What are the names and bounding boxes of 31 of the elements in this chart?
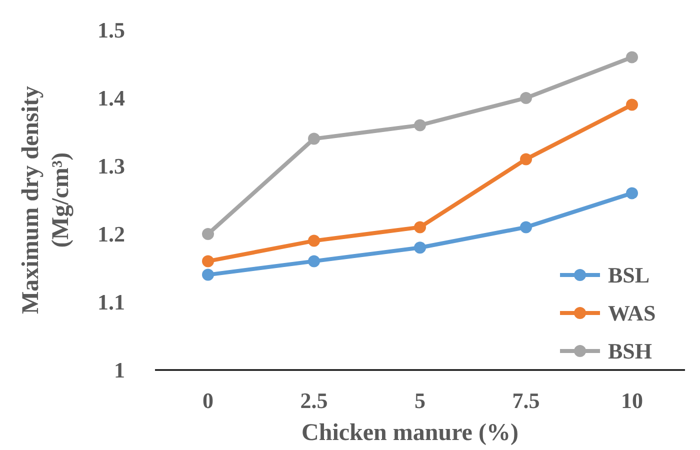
legend-label: WAS <box>608 300 656 326</box>
y-tick-label: 1 <box>114 358 125 383</box>
y-axis-title: Maximum dry density (Mg/cm³) <box>18 86 74 314</box>
point <box>308 234 320 247</box>
point <box>626 98 638 111</box>
y-tick-label: 1.4 <box>98 86 125 111</box>
x-tick-label: 10 <box>621 388 643 413</box>
x-tick-label: 5 <box>414 388 426 413</box>
y-tick-label: 1.3 <box>98 154 125 179</box>
point <box>202 268 214 281</box>
point <box>308 255 320 268</box>
y-tick-label: 1.1 <box>98 290 125 315</box>
legend-label: BSH <box>608 338 652 364</box>
x-axis-title: Chicken manure (%) <box>302 420 518 446</box>
point <box>520 153 532 166</box>
x-tick-label: 7.5 <box>512 388 540 413</box>
point <box>202 255 214 268</box>
point <box>626 51 638 64</box>
point <box>414 242 426 254</box>
legend-label: BSL <box>608 262 650 288</box>
point <box>520 92 532 104</box>
y-tick-label: 1.5 <box>98 18 125 43</box>
y-tick-label: 1.2 <box>98 222 125 247</box>
x-tick-label: 2.5 <box>300 388 328 413</box>
point <box>308 132 320 145</box>
point <box>626 187 638 200</box>
point <box>414 221 426 234</box>
point <box>520 221 532 234</box>
point <box>414 119 426 132</box>
x-tick-label: 0 <box>202 388 214 413</box>
point <box>202 228 214 240</box>
